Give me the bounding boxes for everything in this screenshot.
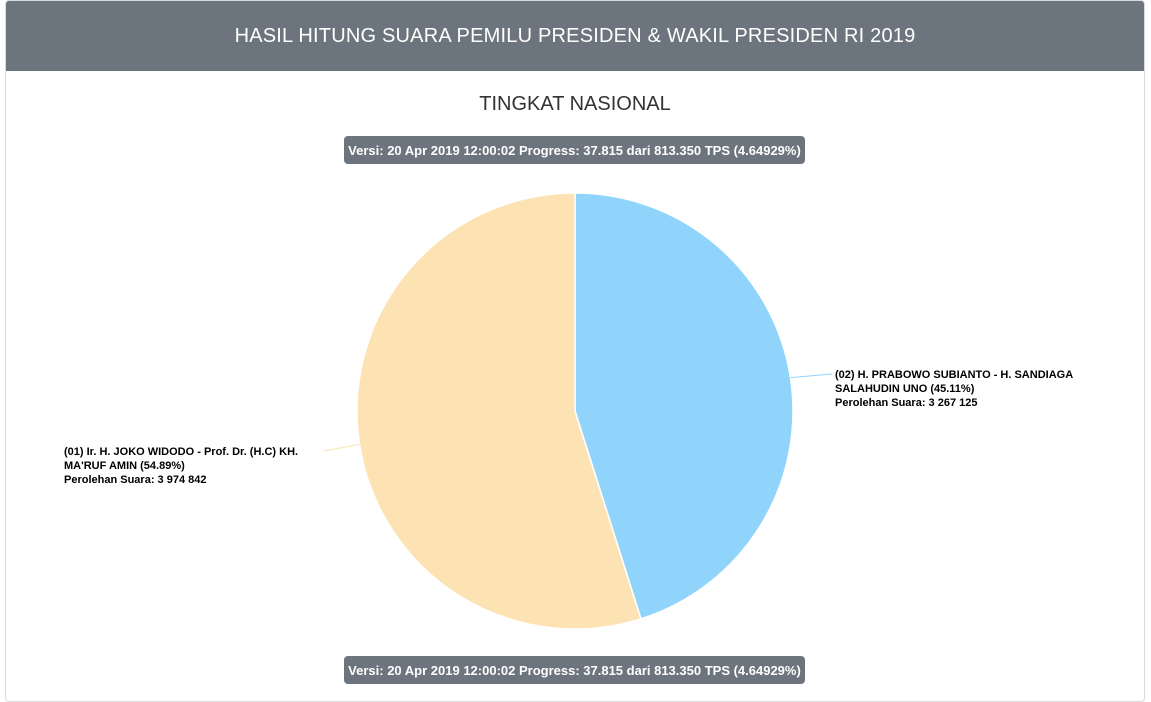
slice-label-01-line1: (01) Ir. H. JOKO WIDODO - Prof. Dr. (H.C…	[64, 446, 299, 458]
panel-header: HASIL HITUNG SUARA PEMILU PRESIDEN & WAK…	[6, 1, 1144, 71]
slice-label-02-votes: Perolehan Suara: 3 267 125	[835, 397, 978, 409]
slice-label-01: (01) Ir. H. JOKO WIDODO - Prof. Dr. (H.C…	[64, 445, 334, 487]
slice-label-01-line2: MA'RUF AMIN (54.89%)	[64, 460, 185, 472]
chart-subtitle: TINGKAT NASIONAL	[479, 93, 671, 115]
connector-line-01	[323, 443, 360, 452]
slice-label-02-line1: (02) H. PRABOWO SUBIANTO - H. SANDIAGA	[835, 369, 1074, 381]
slice-label-01-votes: Perolehan Suara: 3 974 842	[64, 474, 207, 486]
version-badge-top: Versi: 20 Apr 2019 12:00:02 Progress: 37…	[344, 136, 805, 164]
pie-chart	[323, 192, 833, 630]
pie-slice-02[interactable]	[574, 192, 794, 620]
version-badge-bottom: Versi: 20 Apr 2019 12:00:02 Progress: 37…	[344, 656, 805, 684]
page-title: HASIL HITUNG SUARA PEMILU PRESIDEN & WAK…	[234, 24, 916, 47]
connector-line-02	[790, 373, 833, 379]
results-panel: HASIL HITUNG SUARA PEMILU PRESIDEN & WAK…	[5, 0, 1145, 702]
slice-label-02: (02) H. PRABOWO SUBIANTO - H. SANDIAGA S…	[835, 368, 1105, 410]
slice-label-02-line2: SALAHUDIN UNO (45.11%)	[835, 383, 975, 395]
